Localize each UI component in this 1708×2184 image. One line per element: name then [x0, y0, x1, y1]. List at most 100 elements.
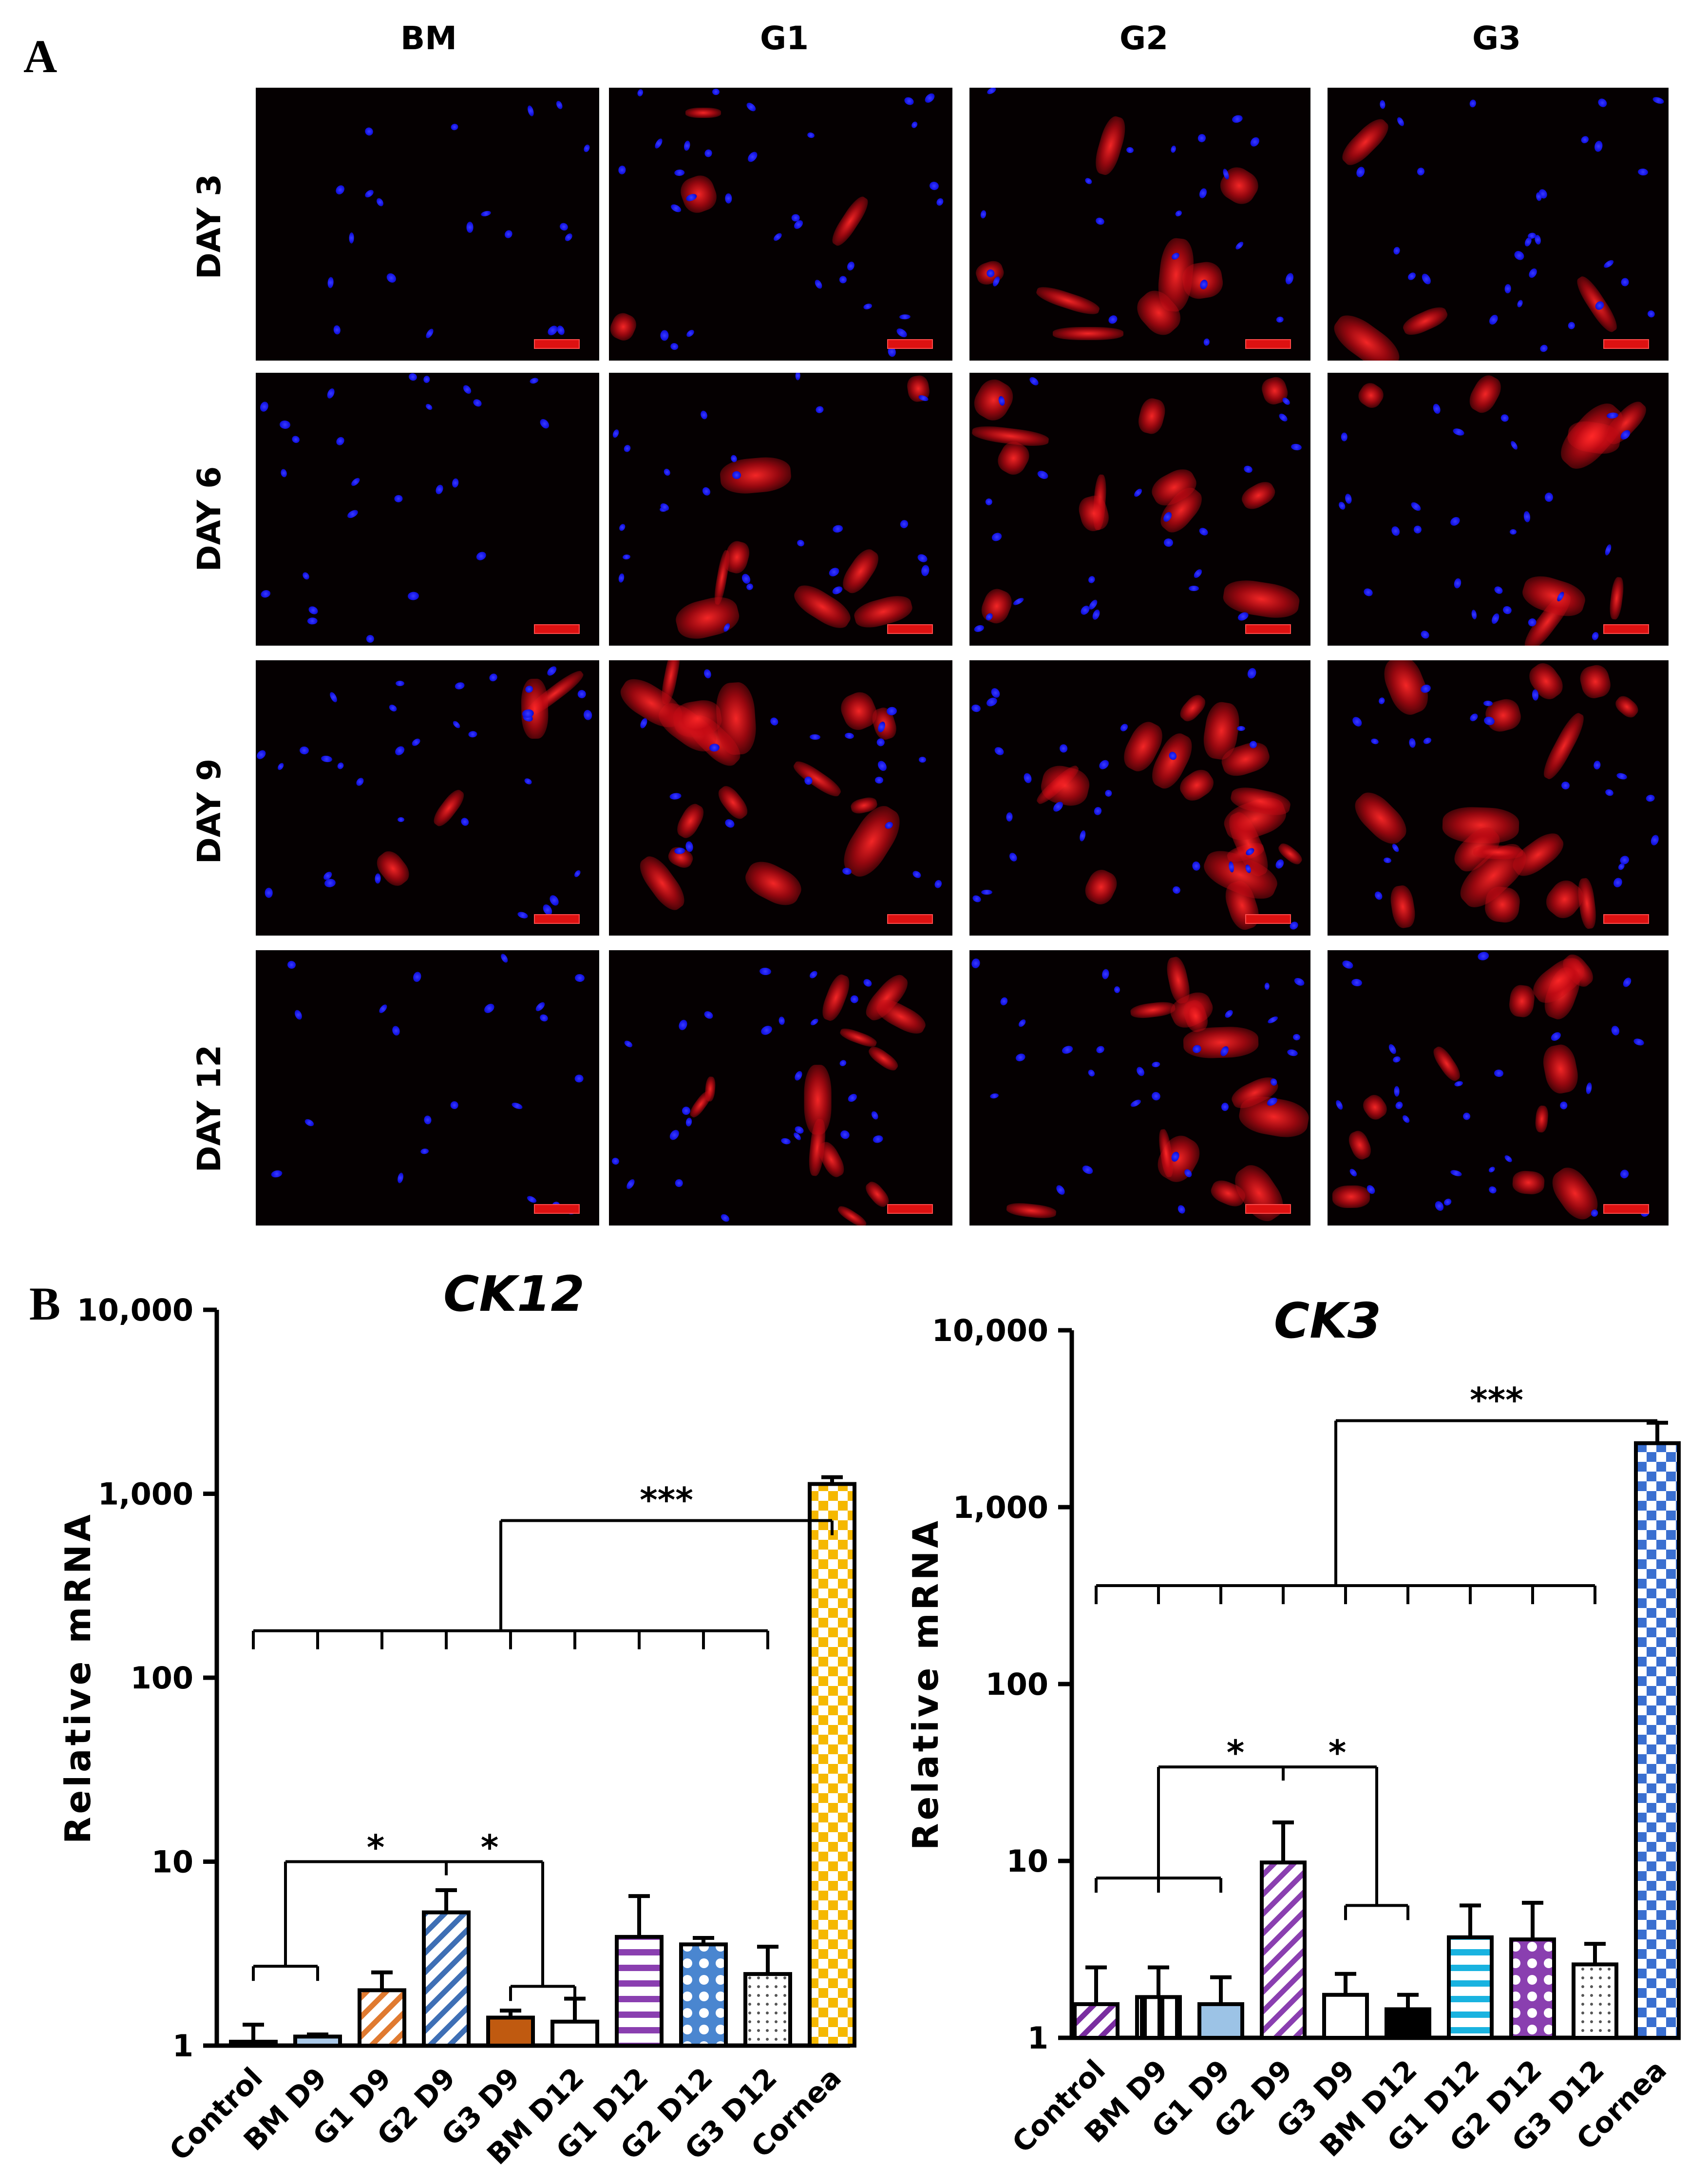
nucleus: [813, 278, 823, 290]
ck3-bar-cornea: [1634, 1441, 1681, 2040]
ck12-significance-label: *: [367, 1828, 385, 1868]
ck3-x-tick-label: G2 D9: [1208, 2053, 1299, 2145]
nucleus: [850, 995, 859, 1003]
nucleus: [999, 996, 1009, 1007]
micrograph-g1-day-6: [609, 373, 952, 646]
micrograph-g1-day-3: [609, 88, 952, 361]
nucleus: [1615, 772, 1628, 781]
scale-bar: [887, 339, 933, 349]
nucleus: [526, 1195, 538, 1205]
nucleus: [286, 959, 297, 970]
nucleus: [832, 524, 844, 534]
red-stain: [838, 1025, 878, 1050]
nucleus: [325, 387, 336, 400]
nucleus: [1409, 500, 1423, 513]
nucleus: [279, 420, 291, 429]
nucleus: [911, 120, 919, 129]
nucleus: [1469, 712, 1480, 723]
nucleus: [876, 759, 889, 773]
nucleus: [1527, 267, 1539, 280]
nucleus: [745, 101, 758, 113]
nucleus: [674, 1178, 684, 1188]
ck12-significance-label: *: [481, 1828, 499, 1868]
nucleus: [1274, 858, 1286, 870]
nucleus: [333, 325, 342, 335]
nucleus: [1086, 1068, 1096, 1078]
ck3-bar-control: [1073, 2002, 1120, 2040]
nucleus: [301, 571, 311, 581]
red-stain: [673, 801, 708, 842]
nucleus: [793, 1070, 804, 1082]
nucleus: [424, 327, 435, 340]
ck12-x-tick-label: G1 D12: [550, 2061, 655, 2166]
nucleus: [1603, 543, 1613, 556]
ck12-x-tick-label: G3 D9: [435, 2061, 526, 2152]
nucleus: [391, 1025, 401, 1037]
nucleus: [454, 681, 466, 690]
micrograph-g3-day-9: [1328, 660, 1669, 936]
nucleus: [990, 532, 1004, 543]
nucleus: [844, 732, 854, 739]
nucleus: [1237, 726, 1245, 731]
row-header-day-12: DAY 12: [190, 1044, 228, 1173]
nucleus: [911, 869, 922, 880]
nucleus: [1097, 758, 1111, 771]
nucleus: [468, 730, 477, 738]
nucleus: [472, 398, 483, 408]
red-stain: [873, 995, 930, 1039]
nucleus: [1534, 234, 1542, 245]
nucleus: [1176, 1204, 1187, 1215]
nucleus: [1119, 722, 1130, 733]
nucleus: [984, 497, 994, 506]
panel-b-letter: B: [29, 1278, 61, 1330]
nucleus: [1383, 857, 1392, 864]
nucleus: [1454, 1080, 1464, 1088]
nucleus: [677, 1018, 689, 1031]
red-stain: [1221, 576, 1302, 622]
red-stain: [685, 108, 721, 118]
scale-bar: [1245, 339, 1291, 349]
nucleus: [1392, 246, 1401, 255]
nucleus: [534, 1000, 547, 1013]
panel-a-letter: A: [23, 30, 57, 82]
nucleus: [831, 584, 844, 596]
ck12-bar-control: [229, 2040, 278, 2048]
nucleus: [511, 1101, 524, 1111]
nucleus: [838, 1058, 848, 1068]
nucleus: [291, 435, 301, 445]
nucleus: [674, 169, 685, 176]
ck3-x-tick-label: BM D9: [1078, 2053, 1174, 2149]
micrograph-g3-day-12: [1328, 950, 1669, 1226]
nucleus: [618, 523, 627, 532]
ck12-y-tick-label: 1: [172, 2028, 193, 2064]
red-stain: [719, 455, 793, 496]
nucleus: [1377, 696, 1386, 706]
ck3-bar-bm-d12: [1385, 2007, 1431, 2040]
nucleus: [1351, 715, 1364, 728]
nucleus: [526, 104, 535, 117]
ck12-x-tick-label: BM D9: [237, 2061, 333, 2157]
nucleus: [435, 484, 445, 496]
scale-bar: [1245, 914, 1291, 924]
nucleus: [1516, 299, 1524, 308]
nucleus: [1276, 316, 1284, 323]
nucleus: [1490, 612, 1500, 625]
red-stain: [1400, 303, 1450, 339]
nucleus: [903, 96, 915, 107]
nucleus: [1023, 772, 1033, 784]
nucleus: [1106, 313, 1119, 326]
nucleus: [980, 210, 987, 219]
ck3-x-tick-label: Control: [1006, 2053, 1112, 2160]
red-stain: [804, 1065, 832, 1135]
nucleus: [796, 538, 805, 548]
nucleus: [1450, 1169, 1463, 1177]
nucleus: [1483, 700, 1493, 707]
nucleus: [1594, 140, 1604, 153]
nucleus: [1129, 1098, 1142, 1109]
nucleus: [746, 150, 759, 164]
nucleus: [870, 1110, 879, 1121]
nucleus: [1386, 1043, 1398, 1056]
nucleus: [712, 89, 720, 96]
nucleus: [1494, 1069, 1504, 1077]
row-header-day-6: DAY 6: [190, 466, 228, 572]
